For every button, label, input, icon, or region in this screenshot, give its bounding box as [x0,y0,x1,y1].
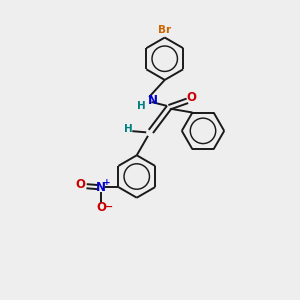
Text: Br: Br [158,25,171,35]
Text: H: H [137,101,146,111]
Text: O: O [76,178,86,191]
Text: O: O [186,92,196,104]
Text: H: H [124,124,132,134]
Text: N: N [96,181,106,194]
Text: N: N [148,94,158,107]
Text: +: + [103,178,110,187]
Text: −: − [104,202,113,212]
Text: O: O [96,201,106,214]
